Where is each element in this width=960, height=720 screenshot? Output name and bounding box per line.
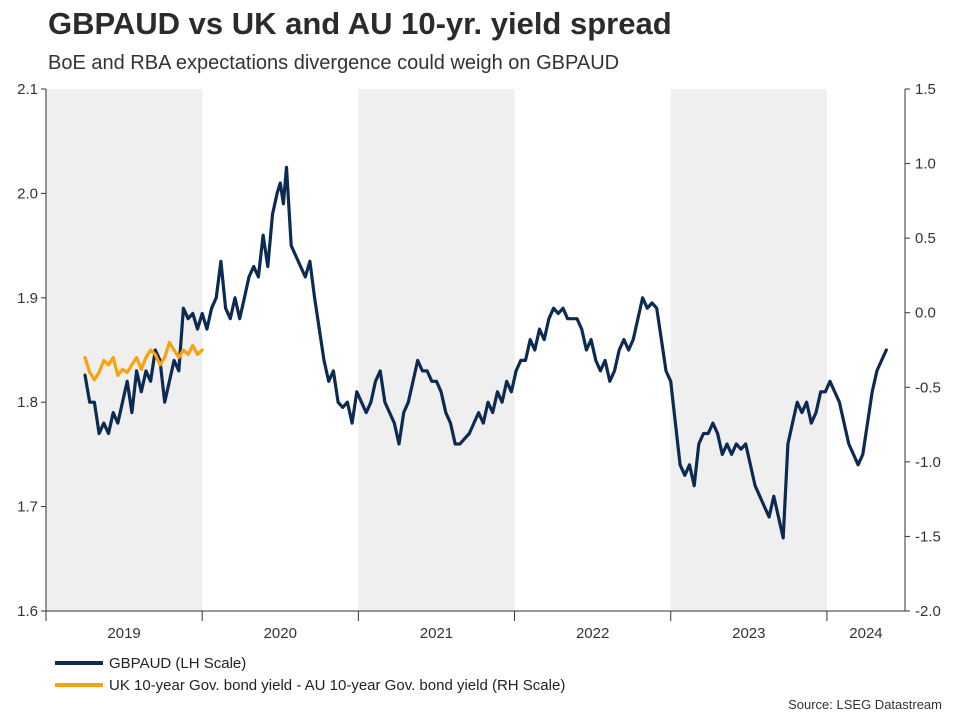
right-tick-label: -2.0 [915,603,941,620]
legend-label-gbpaud: GBPAUD (LH Scale) [109,654,247,672]
legend: GBPAUD (LH Scale) UK 10-year Gov. bond y… [55,652,565,696]
x-tick-label: 2022 [576,625,609,642]
left-tick-label: 2.1 [17,81,38,98]
chart-subtitle: BoE and RBA expectations divergence coul… [48,52,620,74]
right-tick-label: 0.5 [915,230,936,247]
shade-band-2023 [670,89,827,611]
x-tick-label: 2019 [107,625,140,642]
left-tick-label: 2.0 [17,185,38,202]
series-layer [83,165,888,540]
x-tick-label: 2020 [264,625,297,642]
x-tick-label: 2021 [420,625,453,642]
left-tick-label: 1.8 [17,394,38,411]
x-tick-label: 2023 [732,625,765,642]
left-tick-label: 1.6 [17,603,38,620]
right-tick-label: 1.5 [915,81,936,98]
right-tick-label: -1.5 [915,528,941,545]
series-line-gbpaud [83,165,888,540]
chart-title: GBPAUD vs UK and AU 10-yr. yield spread [48,6,672,41]
legend-item-gbpaud: GBPAUD (LH Scale) [55,652,565,674]
right-tick-label: 1.0 [915,156,936,173]
shade-band-2019 [46,89,203,611]
left-tick-label: 1.9 [17,290,38,307]
year-shading-layer [46,89,827,611]
axes-layer: 1.6 1.7 1.8 1.9 2.0 2.1 -2.0 -1.5 -1.0 -0.5 0.0 0.5… [17,81,941,642]
right-tick-label: -0.5 [915,379,941,396]
legend-swatch-spread [55,683,103,687]
right-tick-label: -1.0 [915,454,941,471]
x-tick-label: 2024 [849,625,882,642]
right-tick-label: 0.0 [915,305,936,322]
series-line-yield-spread [83,340,204,382]
legend-swatch-gbpaud [55,661,103,665]
source-note: Source: LSEG Datastream [788,697,942,712]
legend-item-spread: UK 10-year Gov. bond yield - AU 10-year … [55,674,565,696]
shade-band-2021 [358,89,515,611]
left-tick-label: 1.7 [17,499,38,516]
legend-label-spread: UK 10-year Gov. bond yield - AU 10-year … [109,676,566,694]
